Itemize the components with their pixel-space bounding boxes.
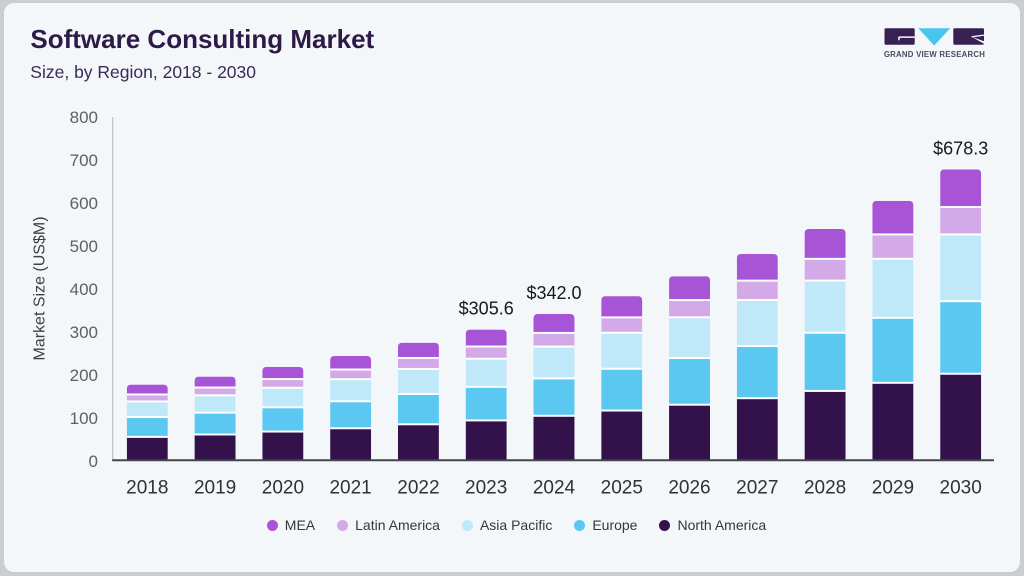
svg-text:600: 600 [70, 194, 98, 213]
svg-text:2026: 2026 [668, 478, 710, 499]
svg-text:2028: 2028 [804, 478, 846, 499]
svg-text:2025: 2025 [601, 478, 643, 499]
svg-text:2030: 2030 [940, 478, 982, 499]
svg-text:2029: 2029 [872, 478, 914, 499]
svg-text:$305.6: $305.6 [459, 299, 514, 319]
svg-text:$342.0: $342.0 [526, 283, 581, 303]
svg-text:2019: 2019 [194, 478, 236, 499]
svg-text:500: 500 [70, 237, 98, 256]
svg-text:Market Size (US$M): Market Size (US$M) [31, 216, 48, 360]
svg-text:2020: 2020 [262, 478, 304, 499]
svg-text:700: 700 [70, 151, 98, 170]
svg-text:2022: 2022 [397, 478, 439, 499]
svg-text:2024: 2024 [533, 478, 576, 499]
svg-text:800: 800 [70, 108, 98, 127]
svg-text:$678.3: $678.3 [933, 138, 988, 158]
svg-text:400: 400 [70, 280, 98, 299]
svg-text:300: 300 [70, 323, 98, 342]
svg-text:2021: 2021 [329, 478, 371, 499]
svg-text:200: 200 [70, 366, 98, 385]
svg-text:0: 0 [89, 452, 98, 471]
svg-text:100: 100 [70, 409, 98, 428]
svg-text:GRAND VIEW RESEARCH: GRAND VIEW RESEARCH [884, 50, 985, 59]
svg-text:2023: 2023 [465, 478, 507, 499]
svg-text:2018: 2018 [126, 478, 168, 499]
svg-text:2027: 2027 [736, 478, 778, 499]
